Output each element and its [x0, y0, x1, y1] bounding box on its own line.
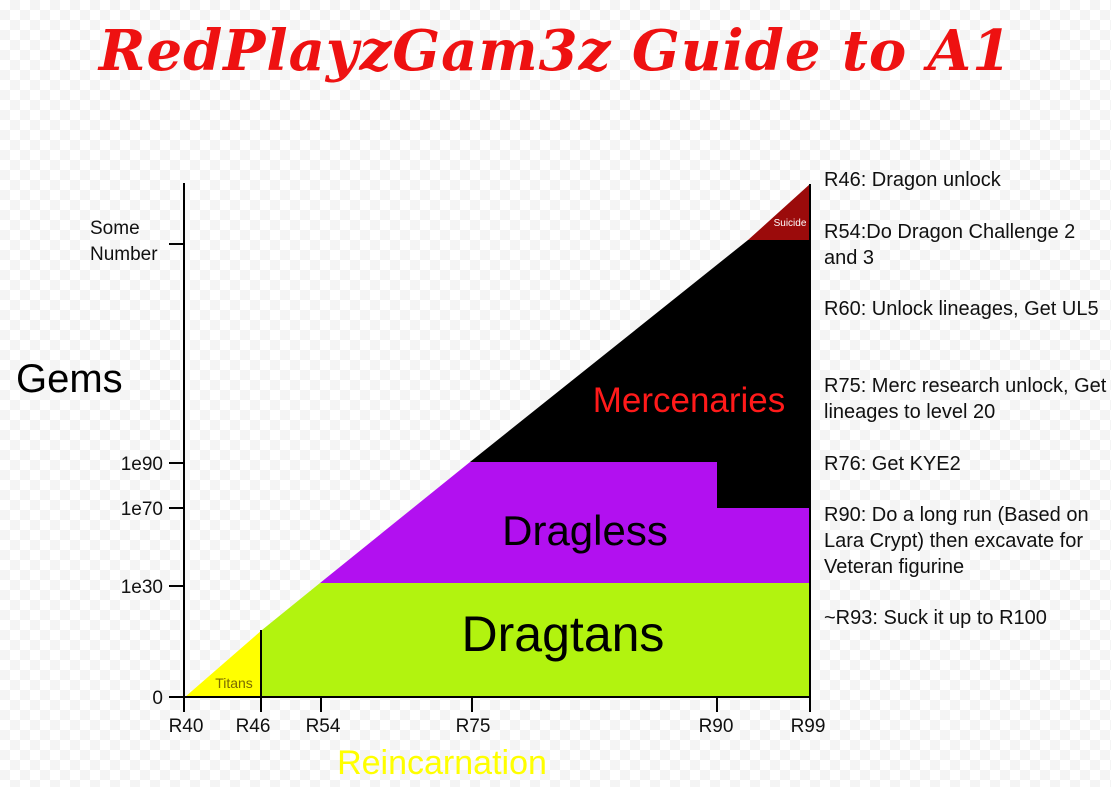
- y-tick-label-line: Some: [90, 218, 140, 239]
- x-tick-label: R46: [236, 716, 271, 737]
- x-tick-label: R54: [306, 716, 341, 737]
- y-axis-title: Gems: [16, 357, 123, 401]
- y-tick-label: 1e30: [121, 577, 163, 598]
- note-r93: ~R93: Suck it up to R100: [824, 607, 1047, 629]
- dragless-region: [320, 462, 810, 583]
- note-r76: R76: Get KYE2: [824, 453, 961, 475]
- note-r46: R46: Dragon unlock: [824, 169, 1001, 191]
- note-r75: R75: Merc research unlock, Get lineages …: [824, 375, 1107, 423]
- note-r60: R60: Unlock lineages, Get UL5: [824, 298, 1099, 320]
- x-tick-label: R75: [456, 716, 491, 737]
- y-tick-label: 1e90: [121, 454, 163, 475]
- x-tick-label: R90: [699, 716, 734, 737]
- y-tick-label: 1e70: [121, 499, 163, 520]
- y-tick-label-line: Number: [90, 244, 158, 265]
- y-tick-label: Some Number: [90, 218, 158, 265]
- page-title: RedPlayzGam3z Guide to A1: [98, 18, 1013, 84]
- mercenaries-label: Mercenaries: [593, 381, 786, 420]
- dragtans-region: [262, 583, 810, 697]
- titans-label: Titans: [215, 675, 253, 691]
- x-tick-label: R40: [169, 716, 204, 737]
- x-tick-label: R99: [791, 716, 826, 737]
- x-axis-title: Reincarnation: [337, 744, 547, 782]
- note-r54: R54:Do Dragon Challenge 2 and 3: [824, 221, 1076, 269]
- mercenaries-region: [470, 240, 810, 508]
- note-r90: R90: Do a long run (Based on Lara Crypt)…: [824, 504, 1089, 578]
- dragtans-label: Dragtans: [462, 606, 665, 662]
- titans-region: [185, 630, 262, 697]
- suicide-region: [748, 184, 810, 240]
- y-tick-label: 0: [152, 688, 163, 709]
- suicide-label: Suicide: [774, 218, 807, 229]
- dragless-label: Dragless: [502, 507, 668, 554]
